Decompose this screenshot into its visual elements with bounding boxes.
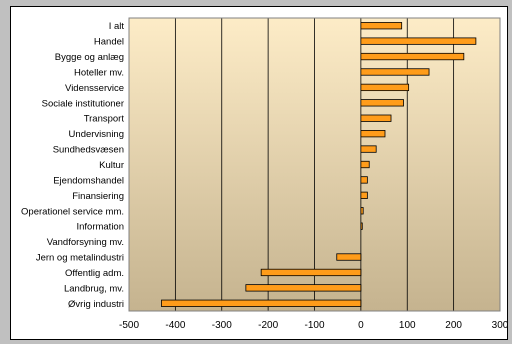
- category-label: Vidensservice: [65, 83, 124, 94]
- bar-16: [260, 268, 362, 277]
- x-tick-labels: -500 -400 -300 -200 -100 0 100 200 300: [119, 320, 509, 331]
- category-label: I alt: [109, 21, 125, 32]
- x-tick-label: 100: [399, 320, 416, 331]
- bar-18: [161, 299, 362, 307]
- bar-15: [336, 253, 362, 261]
- bar-1: [360, 37, 477, 45]
- x-tick-label: -300: [212, 320, 232, 331]
- category-label: Jern og metalindustri: [36, 253, 124, 264]
- x-tick-label: 0: [358, 320, 364, 331]
- bar-2: [360, 52, 465, 61]
- category-label: Finansiering: [72, 191, 124, 202]
- bar-9: [360, 160, 370, 169]
- bar-5: [360, 99, 404, 107]
- bar-11: [360, 191, 368, 199]
- category-label: Undervisning: [69, 129, 124, 140]
- bar-4: [360, 83, 410, 92]
- bar-8: [360, 145, 377, 153]
- bar-13: [360, 222, 363, 230]
- bar-0: [360, 22, 403, 30]
- x-tick-label: 300: [492, 320, 509, 331]
- category-label: Vandforsyning mv.: [47, 237, 124, 248]
- category-label: Landbrug, mv.: [64, 283, 124, 294]
- x-tick-label: -500: [119, 320, 139, 331]
- bar-6: [360, 114, 392, 122]
- category-label: Sundhedsvæsen: [53, 145, 124, 156]
- category-label: Information: [76, 222, 124, 233]
- category-label: Ejendomshandel: [53, 175, 124, 186]
- bar-17: [245, 284, 362, 292]
- bar-12: [360, 207, 364, 215]
- category-label: Transport: [84, 114, 125, 125]
- bar-7: [360, 130, 386, 138]
- category-label: Bygge og anlæg: [55, 52, 124, 63]
- category-label: Sociale institutioner: [42, 98, 124, 109]
- category-label: Øvrig industri: [68, 299, 124, 310]
- category-label: Kultur: [99, 160, 124, 171]
- x-tick-label: 200: [445, 320, 462, 331]
- bar-3: [360, 68, 430, 76]
- plot-border: [128, 17, 501, 312]
- category-label: Offentlig adm.: [65, 268, 124, 279]
- category-label: Operationel service mm.: [21, 206, 124, 217]
- x-tick-label: -200: [258, 320, 278, 331]
- category-label: Handel: [94, 37, 124, 48]
- bar-10: [360, 176, 368, 184]
- x-tick-label: -100: [304, 320, 324, 331]
- category-label: Hoteller mv.: [74, 67, 124, 78]
- category-labels: I alt Handel Bygge og anlæg Hoteller mv. Vid…: [21, 21, 124, 310]
- bars: [161, 22, 477, 307]
- x-tick-label: -400: [165, 320, 185, 331]
